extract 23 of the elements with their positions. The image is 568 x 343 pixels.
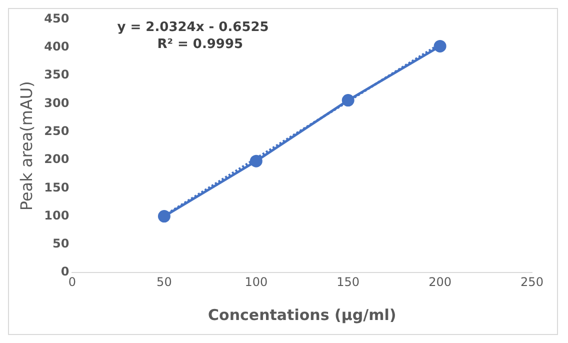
y-tick-label: 0	[60, 264, 70, 279]
y-tick-label: 200	[44, 152, 70, 166]
y-tick-label: 450	[44, 11, 70, 26]
y-axis-title: Peak area(mAU)	[16, 81, 36, 211]
y-tick-label: 250	[44, 124, 70, 138]
x-axis-title: Concentations (µg/ml)	[208, 306, 396, 324]
annotation: R² = 0.9995	[157, 37, 244, 52]
x-tick-label: 200	[428, 274, 452, 289]
point	[434, 40, 446, 52]
x-tick-label: 50	[156, 274, 172, 289]
y-tick-label: 300	[44, 96, 70, 110]
point	[250, 154, 262, 168]
y-tick-label: 400	[44, 39, 70, 54]
y-tick-label: 100	[44, 208, 70, 222]
x-tick-label: 100	[244, 274, 268, 289]
x-tick-label: 250	[520, 274, 544, 289]
y-tick-label: 150	[44, 180, 70, 194]
annotation: y = 2.0324x - 0.6525	[117, 20, 269, 35]
point	[158, 210, 170, 223]
y-tick-label: 350	[44, 68, 70, 82]
x-tick-label: 150	[336, 274, 360, 289]
point	[342, 94, 354, 107]
y-tick-label: 50	[52, 236, 70, 251]
